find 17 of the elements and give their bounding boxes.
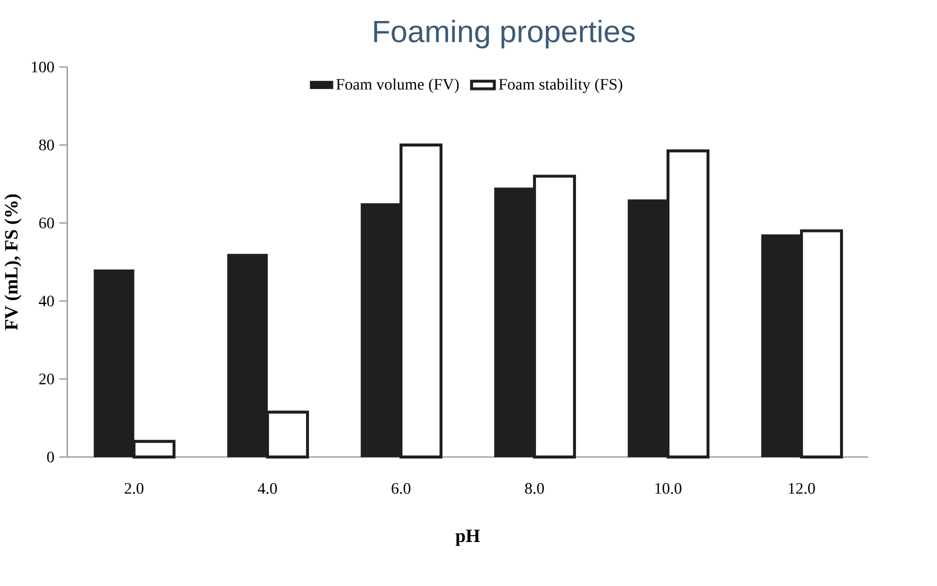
x-tick-label: 6.0 (392, 483, 410, 494)
y-axis-title: FV (mL), FS (%) (4, 194, 22, 330)
x-tick-label: 4.0 (258, 483, 277, 494)
y-tick-label: 60 (39, 218, 54, 228)
x-tick-label: 12.0 (788, 483, 815, 494)
y-tick-label: 0 (47, 452, 54, 462)
chart-title: Foaming properties (374, 20, 635, 48)
y-tick-label: 40 (38, 296, 54, 306)
y-tick-label: 20 (39, 374, 54, 384)
y-tick-label: 100 (32, 62, 54, 72)
x-tick-label: 2.0 (124, 483, 144, 494)
x-tick-label: 8.0 (525, 483, 544, 494)
y-tick-label: 80 (39, 140, 54, 150)
x-tick-label: 10.0 (655, 483, 682, 494)
x-axis-title: pH (456, 530, 480, 546)
legend-label: Foam volume (FV) (336, 78, 459, 93)
legend-label: Foam stability (FS) (498, 78, 622, 93)
